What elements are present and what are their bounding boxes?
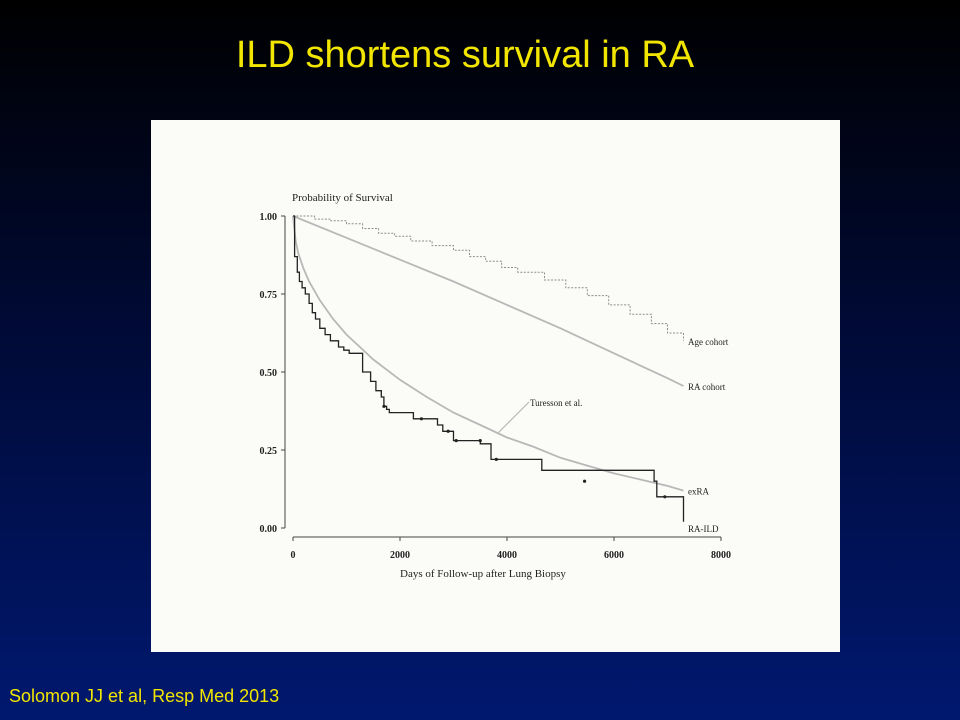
citation: Solomon JJ et al, Resp Med 2013 <box>9 686 280 706</box>
chart-panel: Probability of Survival Days of Follow-u… <box>151 120 840 652</box>
series-label-exra: exRA <box>688 487 709 497</box>
x-tick-label: 0 <box>291 550 296 561</box>
censor-mark <box>582 479 587 483</box>
x-tick-label: 6000 <box>604 550 624 561</box>
censor-mark <box>494 457 498 461</box>
censor-mark <box>454 439 458 443</box>
censor-mark <box>446 429 450 433</box>
series-label-ra-cohort: RA cohort <box>688 382 726 392</box>
series-line-age-cohort <box>293 215 684 341</box>
series-label-ra-ild: RA-ILD <box>688 524 719 534</box>
series-label-age-cohort: Age cohort <box>688 337 729 347</box>
x-axis-label: Days of Follow-up after Lung Biopsy <box>400 568 566 580</box>
y-tick-label: 0.00 <box>260 524 278 535</box>
y-tick-label: 0.75 <box>260 290 278 301</box>
annotation-turesson: Turesson et al. <box>530 398 582 408</box>
censor-mark <box>478 439 482 443</box>
series-line-exra <box>292 215 684 492</box>
series-line-ra-ild <box>293 215 685 522</box>
survival-chart: Probability of Survival Days of Follow-u… <box>260 192 732 580</box>
x-tick-label: 2000 <box>390 550 410 561</box>
y-tick-label: 0.50 <box>260 368 278 379</box>
annotation-leader-line <box>497 401 530 434</box>
slide-title: ILD shortens survival in RA <box>235 34 695 76</box>
censor-mark <box>419 417 423 421</box>
x-tick-label: 4000 <box>497 550 517 561</box>
censor-mark <box>382 404 386 408</box>
y-axis-label: Probability of Survival <box>292 192 393 204</box>
y-tick-label: 0.25 <box>260 446 278 457</box>
censor-mark <box>663 495 667 499</box>
series-line-ra-cohort <box>292 215 684 387</box>
x-tick-label: 8000 <box>711 550 731 561</box>
y-tick-label: 1.00 <box>260 212 278 223</box>
